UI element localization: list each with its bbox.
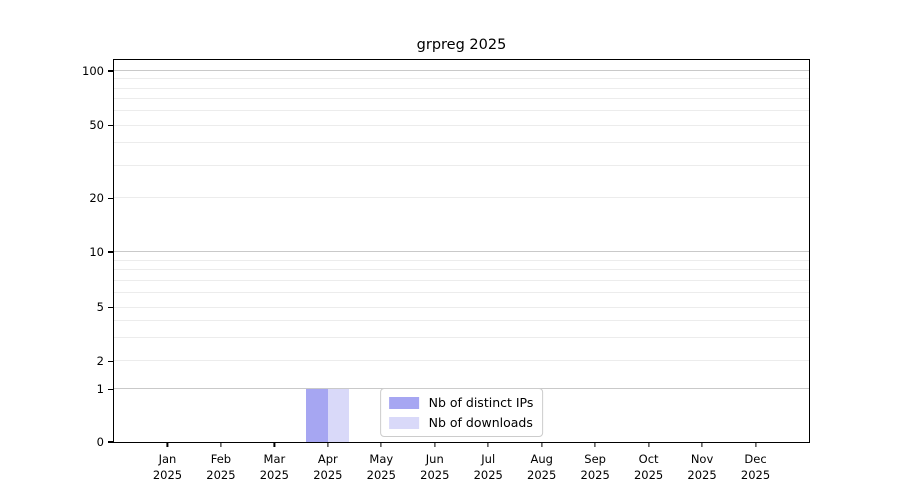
x-tick-mark (487, 442, 489, 447)
x-tick-mark (273, 442, 275, 447)
y-tick-mark (108, 360, 114, 362)
y-tick-label: 50 (89, 117, 104, 132)
bar-downloads (327, 389, 350, 442)
x-tick-mark (701, 442, 703, 447)
x-tick-mark (166, 442, 169, 447)
x-tick-label: Nov 2025 (687, 452, 717, 482)
x-tick-label: Jan 2025 (152, 452, 183, 482)
legend-label-distinct-ips: Nb of distinct IPs (428, 395, 534, 410)
y-gridline-major (114, 251, 809, 253)
y-tick-mark (108, 441, 114, 443)
y-gridline-minor (114, 87, 809, 89)
y-tick-label: 100 (82, 63, 104, 78)
y-gridline-minor (114, 259, 809, 261)
y-gridline-minor (114, 124, 809, 126)
y-gridline-minor (114, 110, 809, 112)
legend-swatch-distinct-ips (388, 396, 419, 409)
legend-item-downloads: Nb of downloads (388, 414, 534, 431)
x-tick-label: Oct 2025 (633, 452, 664, 482)
x-tick-mark (754, 442, 757, 447)
y-tick-mark (108, 251, 114, 253)
x-tick-mark (434, 442, 436, 447)
y-gridline-minor (114, 142, 809, 144)
x-tick-mark (541, 442, 543, 447)
x-tick-label: May 2025 (366, 452, 396, 482)
y-gridline-minor (114, 268, 809, 270)
y-tick-mark (108, 388, 114, 390)
legend-swatch-downloads (388, 416, 419, 429)
x-tick-label: Feb 2025 (206, 452, 236, 482)
y-tick-mark (108, 197, 114, 199)
y-gridline-minor (114, 319, 809, 321)
chart-title: grpreg 2025 (416, 37, 507, 53)
y-gridline-minor (114, 336, 809, 338)
y-tick-label: 2 (96, 353, 104, 368)
y-tick-mark (108, 125, 114, 127)
y-gridline-minor (114, 291, 809, 293)
x-tick-label: Jun 2025 (420, 452, 450, 482)
legend: Nb of distinct IPs Nb of downloads (379, 388, 544, 437)
x-tick-label: Aug 2025 (527, 452, 557, 482)
y-gridline-minor (114, 360, 809, 362)
y-gridline-minor (114, 165, 809, 167)
x-tick-label: Jul 2025 (473, 452, 503, 482)
x-tick-label: Mar 2025 (259, 452, 290, 482)
y-tick-label: 20 (89, 190, 104, 205)
y-tick-label: 10 (89, 244, 104, 259)
y-tick-label: 5 (96, 299, 104, 314)
y-tick-mark (108, 70, 114, 72)
y-gridline-minor (114, 78, 809, 80)
legend-item-distinct-ips: Nb of distinct IPs (388, 394, 534, 411)
y-gridline-major (114, 70, 809, 72)
x-tick-mark (648, 442, 650, 447)
legend-label-downloads: Nb of downloads (428, 415, 533, 430)
x-tick-label: Apr 2025 (313, 452, 343, 482)
x-tick-label: Sep 2025 (580, 452, 610, 482)
plot-area: Nb of distinct IPs Nb of downloads 0 1 2 5 1… (82, 59, 810, 482)
y-gridline-minor (114, 197, 809, 199)
y-gridline-minor (114, 98, 809, 100)
x-tick-mark (220, 442, 222, 447)
y-tick-mark (108, 306, 114, 309)
x-tick-mark (380, 442, 382, 447)
y-tick-label: 1 (96, 381, 104, 396)
x-tick-mark (594, 442, 596, 447)
bar-distinct-ips (306, 389, 328, 442)
y-tick-label: 0 (96, 434, 104, 449)
y-gridline-minor (114, 306, 809, 308)
y-gridline-minor (114, 279, 809, 281)
x-tick-label: Dec 2025 (740, 452, 771, 482)
x-tick-mark (327, 442, 329, 447)
